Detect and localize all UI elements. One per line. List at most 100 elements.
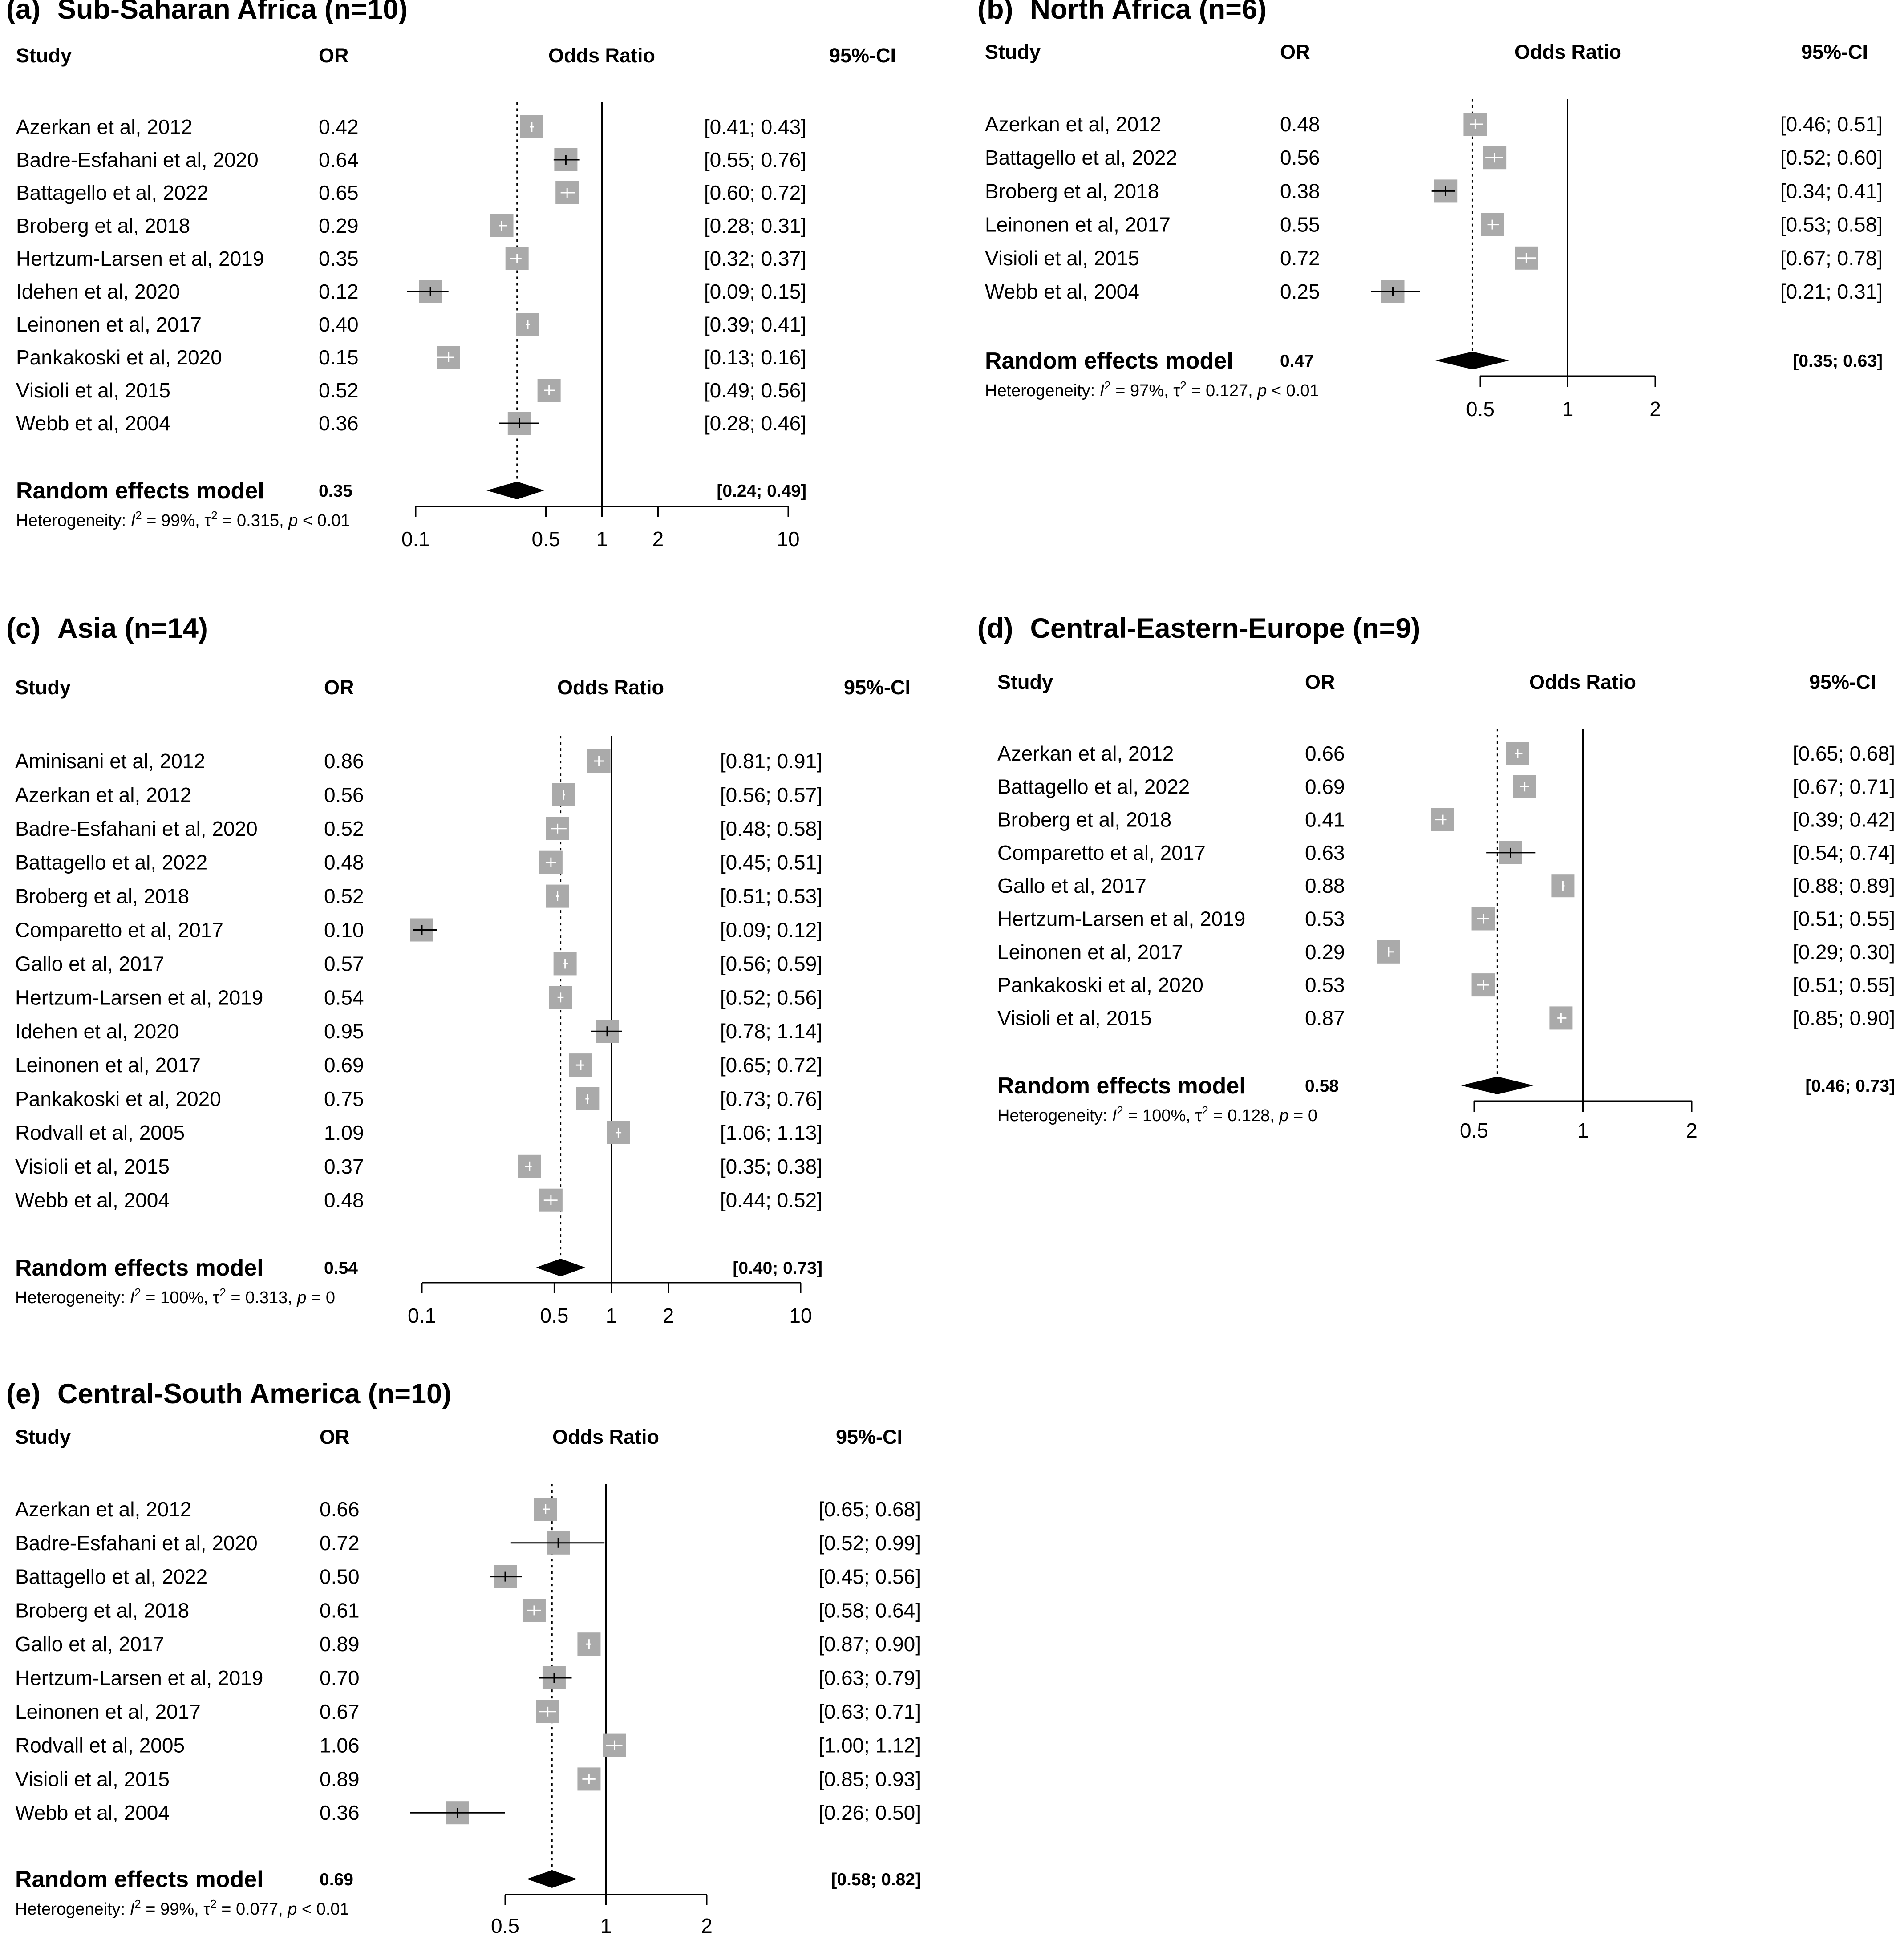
study-or: 0.15: [319, 346, 359, 369]
study-or: 0.37: [324, 1155, 364, 1178]
study-row: Webb et al, 2004 0.36 [0.28; 0.46]: [16, 412, 806, 435]
study-name: Visioli et al, 2015: [997, 1006, 1152, 1029]
heterogeneity-note: Heterogeneity: I2 = 100%, τ2 = 0.128, p …: [997, 1104, 1317, 1125]
study-ci: [0.48; 0.58]: [720, 817, 822, 840]
study-name: Hertzum-Larsen et al, 2019: [15, 1666, 263, 1689]
pooled-or: 0.35: [319, 482, 352, 501]
study-ci: [0.45; 0.56]: [818, 1565, 921, 1588]
study-name: Rodvall et al, 2005: [15, 1734, 185, 1757]
study-or: 0.52: [319, 379, 359, 402]
study-row: Pankakoski et al, 2020 0.75 [0.73; 0.76]: [15, 1087, 822, 1110]
header-study: Study: [985, 40, 1041, 63]
pooled-diamond: [1435, 352, 1510, 369]
study-or: 0.48: [324, 851, 364, 874]
study-name: Webb et al, 2004: [15, 1801, 170, 1824]
random-effects-label: Random effects model: [15, 1255, 263, 1281]
study-row: Leinonen et al, 2017 0.69 [0.65; 0.72]: [15, 1053, 822, 1077]
study-or: 0.35: [319, 247, 359, 270]
study-ci: [0.63; 0.71]: [818, 1700, 921, 1723]
study-ci: [0.45; 0.51]: [720, 851, 822, 874]
pooled-diamond: [486, 482, 544, 499]
header-study: Study: [997, 671, 1053, 693]
pooled-ci: [0.58; 0.82]: [831, 1870, 921, 1889]
study-name: Visioli et al, 2015: [15, 1767, 170, 1790]
study-or: 0.50: [320, 1565, 360, 1588]
pooled-ci: [0.24; 0.49]: [717, 482, 806, 501]
study-name: Gallo et al, 2017: [15, 1632, 164, 1656]
study-row: Battagello et al, 2022 0.69 [0.67; 0.71]: [997, 775, 1895, 798]
study-or: 1.06: [320, 1734, 360, 1757]
study-ci: [0.65; 0.72]: [720, 1053, 822, 1077]
x-axis: 0.5 1 2: [1466, 375, 1661, 421]
study-name: Azerkan et al, 2012: [985, 113, 1161, 136]
study-ci: [0.65; 0.68]: [1793, 742, 1895, 765]
study-or: 1.09: [324, 1121, 364, 1144]
study-name: Hertzum-Larsen et al, 2019: [16, 247, 264, 270]
header-odds-ratio: Odds Ratio: [552, 1426, 659, 1448]
study-ci: [0.52; 0.60]: [1780, 146, 1883, 169]
panel-title: (a) Sub-Saharan Africa (n=10): [6, 0, 408, 25]
study-or: 0.41: [1305, 808, 1345, 831]
study-or: 0.52: [324, 817, 364, 840]
study-or: 0.89: [320, 1767, 360, 1790]
axis-tick-label: 1: [1562, 397, 1574, 421]
study-name: Broberg et al, 2018: [997, 808, 1171, 831]
study-ci: [0.67; 0.78]: [1780, 247, 1883, 270]
study-row: Azerkan et al, 2012 0.42 [0.41; 0.43]: [16, 115, 806, 138]
axis-tick-label: 0.5: [1460, 1119, 1488, 1142]
study-or: 0.65: [319, 181, 359, 204]
heterogeneity-note: Heterogeneity: I2 = 97%, τ2 = 0.127, p <…: [985, 379, 1319, 400]
study-ci: [0.28; 0.31]: [704, 214, 806, 237]
study-name: Idehen et al, 2020: [15, 1020, 179, 1043]
study-row: Azerkan et al, 2012 0.56 [0.56; 0.57]: [15, 783, 822, 806]
study-ci: [0.39; 0.42]: [1793, 808, 1895, 831]
study-row: Broberg et al, 2018 0.29 [0.28; 0.31]: [16, 214, 806, 237]
study-ci: [0.39; 0.41]: [704, 313, 806, 336]
pooled-or: 0.69: [320, 1870, 353, 1889]
study-ci: [0.78; 1.14]: [720, 1020, 822, 1043]
random-effects-row: Random effects model 0.58 [0.46; 0.73] Hete…: [997, 1073, 1895, 1125]
header-or: OR: [324, 676, 354, 699]
panel-sub-saharan-africa: (a) Sub-Saharan Africa (n=10) Study OR Odds …: [6, 0, 896, 551]
study-row: Badre-Esfahani et al, 2020 0.72 [0.52; 0.9…: [15, 1531, 921, 1555]
axis-tick-label: 10: [789, 1304, 812, 1327]
study-or: 0.67: [320, 1700, 360, 1723]
study-or: 0.66: [320, 1498, 360, 1521]
axis-tick-label: 1: [606, 1304, 617, 1327]
study-ci: [0.56; 0.59]: [720, 952, 822, 975]
study-ci: [0.87; 0.90]: [818, 1632, 921, 1656]
study-name: Battagello et al, 2022: [15, 1565, 207, 1588]
study-or: 0.86: [324, 749, 364, 773]
study-or: 0.64: [319, 148, 359, 171]
study-or: 0.10: [324, 919, 364, 942]
axis-tick-label: 0.1: [408, 1304, 436, 1327]
axis-tick-label: 2: [1649, 397, 1661, 421]
pooled-diamond: [527, 1870, 577, 1888]
study-row: Visioli et al, 2015 0.87 [0.85; 0.90]: [997, 1006, 1895, 1030]
study-name: Aminisani et al, 2012: [15, 749, 205, 773]
x-axis: 0.5 1 2: [1460, 1100, 1697, 1142]
panel-title: (b) North Africa (n=6): [977, 0, 1267, 25]
random-effects-row: Random effects model 0.47 [0.35; 0.63] Hete…: [985, 348, 1883, 400]
header-or: OR: [319, 44, 349, 67]
study-row: Leinonen et al, 2017 0.55 [0.53; 0.58]: [985, 213, 1883, 236]
study-or: 0.48: [324, 1189, 364, 1212]
header-or: OR: [1305, 671, 1335, 693]
study-name: Leinonen et al, 2017: [16, 313, 202, 336]
header-odds-ratio: Odds Ratio: [1515, 40, 1621, 63]
header-odds-ratio: Odds Ratio: [548, 44, 655, 67]
study-name: Battagello et al, 2022: [997, 775, 1190, 798]
study-name: Battagello et al, 2022: [15, 851, 207, 874]
study-or: 0.70: [320, 1666, 360, 1689]
study-ci: [0.56; 0.57]: [720, 783, 822, 806]
study-row: Visioli et al, 2015 0.52 [0.49; 0.56]: [16, 379, 806, 402]
study-name: Azerkan et al, 2012: [16, 115, 192, 138]
study-row: Pankakoski et al, 2020 0.53 [0.51; 0.55]: [997, 973, 1895, 997]
random-effects-label: Random effects model: [15, 1867, 263, 1892]
study-row: Azerkan et al, 2012 0.66 [0.65; 0.68]: [997, 742, 1895, 765]
random-effects-label: Random effects model: [985, 348, 1233, 374]
study-ci: [0.51; 0.53]: [720, 885, 822, 908]
x-axis: 0.1 0.5 1 2 10: [408, 1282, 812, 1327]
study-ci: [0.81; 0.91]: [720, 749, 822, 773]
study-row: Broberg et al, 2018 0.61 [0.58; 0.64]: [15, 1599, 921, 1622]
